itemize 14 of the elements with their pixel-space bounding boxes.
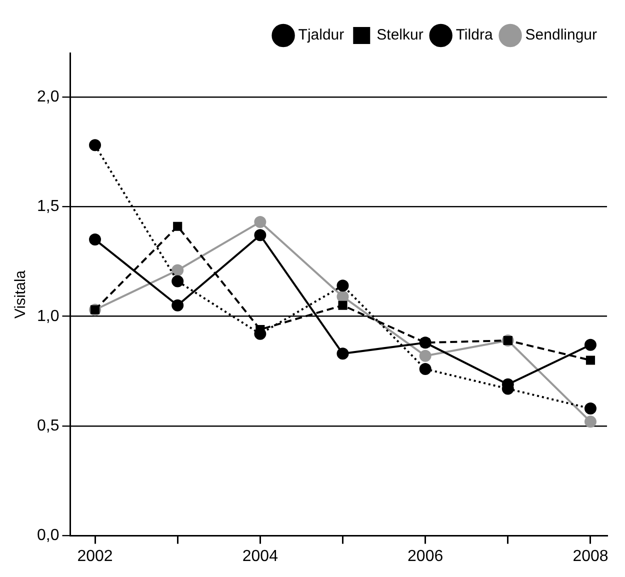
y-tick-label: 0,5	[36, 417, 60, 434]
x-tick-label: 2008	[572, 548, 608, 565]
x-tick-label: 2004	[242, 548, 278, 565]
y-tick-label: 1,5	[36, 198, 60, 216]
legend-label: Tjaldur	[298, 26, 344, 44]
y-tick-label: 1,0	[36, 308, 60, 325]
y-axis-title: Visitala	[12, 270, 30, 318]
legend-label: Stelkur	[376, 26, 424, 44]
legend-label: Sendlingur	[525, 26, 598, 44]
y-tick-label: 0,0	[36, 527, 60, 544]
x-tick-label: 2006	[408, 548, 444, 565]
y-tick-label: 2,0	[36, 88, 60, 106]
x-tick-label: 2002	[77, 548, 113, 565]
legend-label: Tildra	[456, 26, 494, 44]
